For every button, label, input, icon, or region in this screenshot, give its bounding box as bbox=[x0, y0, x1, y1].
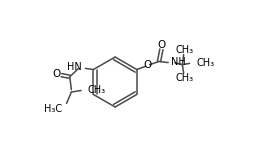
Text: CH₃: CH₃ bbox=[88, 85, 106, 95]
Text: H₃C: H₃C bbox=[44, 103, 62, 113]
Text: CH₃: CH₃ bbox=[175, 73, 194, 83]
Text: CH₃: CH₃ bbox=[196, 58, 215, 68]
Text: HN: HN bbox=[67, 62, 82, 72]
Text: O: O bbox=[158, 40, 166, 50]
Text: O: O bbox=[144, 61, 152, 71]
Text: O: O bbox=[53, 69, 61, 79]
Text: CH₃: CH₃ bbox=[175, 45, 194, 55]
Text: NH: NH bbox=[171, 57, 186, 67]
